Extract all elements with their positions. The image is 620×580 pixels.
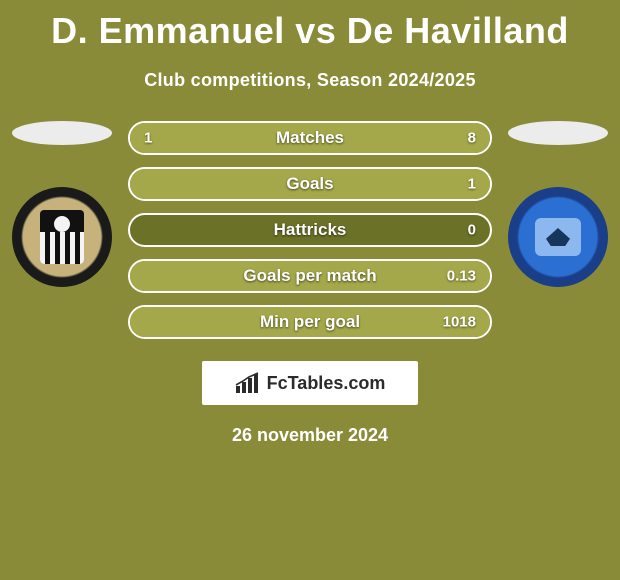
bar-chart-icon: [235, 372, 261, 394]
right-team-badge: [508, 187, 608, 287]
stat-bar-hattricks: Hattricks 0: [128, 213, 492, 247]
stat-bar-matches: 1 Matches 8: [128, 121, 492, 155]
stat-label: Goals: [286, 174, 333, 194]
value-right: 8: [468, 130, 476, 147]
left-team-badge: [12, 187, 112, 287]
right-flag-ellipse: [508, 121, 608, 145]
stat-label: Min per goal: [260, 312, 360, 332]
left-player-col: [8, 121, 116, 287]
stat-label: Goals per match: [243, 266, 376, 286]
subtitle: Club competitions, Season 2024/2025: [0, 70, 620, 91]
peterborough-crest-icon: [535, 218, 581, 256]
date-line: 26 november 2024: [0, 425, 620, 446]
stat-bar-goals-per-match: Goals per match 0.13: [128, 259, 492, 293]
stat-bar-goals: Goals 1: [128, 167, 492, 201]
right-player-col: [504, 121, 612, 287]
brand-text: FcTables.com: [267, 373, 386, 394]
value-right: 0: [468, 222, 476, 239]
page-title: D. Emmanuel vs De Havilland: [0, 0, 620, 52]
value-right: 0.13: [447, 268, 476, 285]
value-right: 1: [468, 176, 476, 193]
value-right: 1018: [443, 314, 476, 331]
stat-label: Matches: [276, 128, 344, 148]
stats-bars: 1 Matches 8 Goals 1 Hattricks 0 Goals per match…: [116, 121, 504, 339]
notts-county-crest-icon: [40, 210, 84, 264]
comparison-row: 1 Matches 8 Goals 1 Hattricks 0 Goals per match…: [0, 121, 620, 339]
value-left: 1: [144, 130, 152, 147]
stat-label: Hattricks: [274, 220, 347, 240]
stat-bar-min-per-goal: Min per goal 1018: [128, 305, 492, 339]
brand-box: FcTables.com: [202, 361, 418, 405]
left-flag-ellipse: [12, 121, 112, 145]
